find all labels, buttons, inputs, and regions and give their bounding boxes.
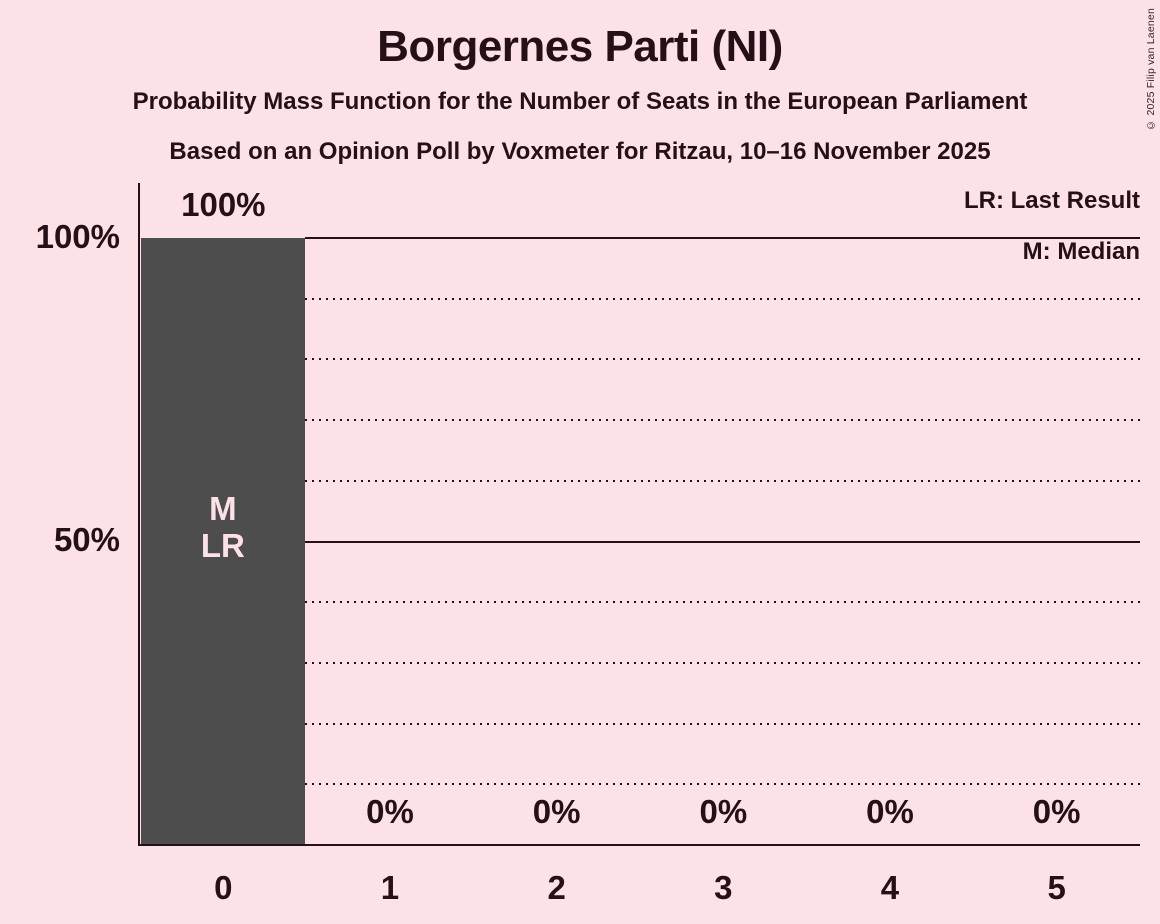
copyright-notice: © 2025 Filip van Laenen [1145, 8, 1157, 131]
gridline-dotted-10 [305, 783, 1140, 786]
bar-value-label-2: 0% [532, 793, 581, 830]
gridline-solid-100 [305, 237, 1140, 239]
bar-value-label-0: 100% [181, 186, 266, 223]
x-axis-tick-0: 0 [214, 869, 233, 906]
chart-poll-source: Based on an Opinion Poll by Voxmeter for… [169, 138, 991, 165]
legend-last-result: LR: Last Result [963, 187, 1140, 214]
x-axis-tick-1: 1 [380, 869, 400, 906]
y-axis-tick-100: 100% [35, 218, 120, 255]
x-axis-tick-4: 4 [880, 869, 900, 906]
gridline-dotted-40 [305, 601, 1140, 604]
plot-area: M LR 100% 0% 0% 0% 0% 0% [138, 183, 1140, 847]
y-axis-tick-50: 50% [53, 521, 120, 558]
bar-value-label-5: 0% [1032, 793, 1081, 830]
x-axis-line [138, 844, 1140, 846]
bar-value-label-4: 0% [866, 793, 914, 830]
x-axis-tick-5: 5 [1047, 869, 1066, 906]
gridline-dotted-60 [305, 479, 1140, 482]
y-axis-line [138, 183, 140, 846]
gridline-dotted-20 [305, 722, 1140, 725]
bar-value-label-3: 0% [699, 793, 748, 830]
gridline-solid-50 [305, 540, 1140, 543]
chart-subtitle: Probability Mass Function for the Number… [132, 88, 1028, 115]
x-axis-tick-3: 3 [714, 869, 733, 906]
x-axis-tick-2: 2 [547, 869, 566, 906]
bar-seats-0: M LR [141, 238, 305, 845]
gridline-dotted-30 [305, 661, 1140, 664]
median-last-result-marker: M LR [200, 489, 245, 564]
bar-value-label-1: 0% [366, 793, 414, 830]
gridline-dotted-70 [305, 419, 1140, 422]
gridline-dotted-90 [305, 297, 1140, 300]
chart-title: Borgernes Parti (NI) [377, 22, 783, 71]
gridline-dotted-80 [305, 358, 1140, 361]
legend-median: M: Median [1022, 238, 1140, 265]
